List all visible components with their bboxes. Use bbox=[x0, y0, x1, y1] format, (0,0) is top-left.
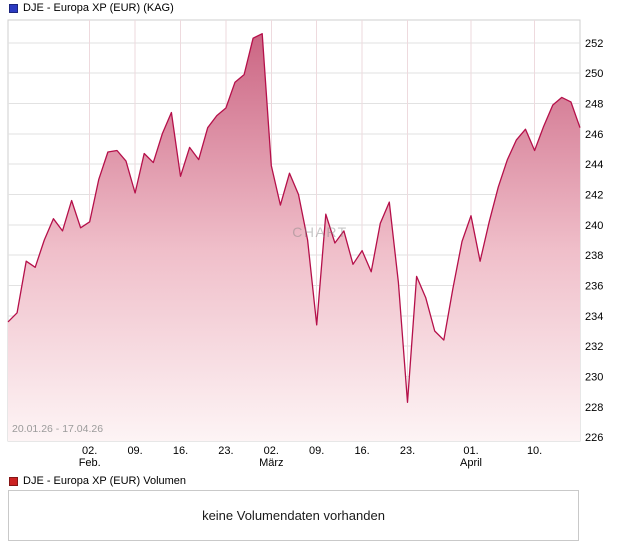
volume-empty-message: keine Volumendaten vorhanden bbox=[202, 508, 385, 523]
svg-text:16.: 16. bbox=[173, 445, 188, 457]
svg-text:Feb.: Feb. bbox=[79, 457, 101, 469]
volume-empty-panel: keine Volumendaten vorhanden bbox=[8, 490, 579, 541]
price-series-legend-label: DJE - Europa XP (EUR) (KAG) bbox=[23, 2, 174, 14]
svg-text:April: April bbox=[460, 457, 482, 469]
date-range-label: 20.01.26 - 17.04.26 bbox=[12, 423, 103, 435]
svg-text:16.: 16. bbox=[354, 445, 369, 457]
svg-text:246: 246 bbox=[585, 129, 603, 141]
svg-text:252: 252 bbox=[585, 38, 603, 50]
price-area-fill bbox=[8, 33, 580, 441]
svg-text:240: 240 bbox=[585, 220, 603, 232]
volume-series-swatch-icon bbox=[9, 477, 18, 486]
svg-text:250: 250 bbox=[585, 68, 603, 80]
svg-text:23.: 23. bbox=[400, 445, 415, 457]
svg-text:248: 248 bbox=[585, 98, 603, 110]
svg-text:236: 236 bbox=[585, 281, 603, 293]
svg-text:226: 226 bbox=[585, 432, 603, 444]
svg-text:März: März bbox=[259, 457, 283, 469]
price-series-legend: DJE - Europa XP (EUR) (KAG) bbox=[9, 3, 174, 14]
price-line bbox=[7, 33, 581, 403]
svg-text:232: 232 bbox=[585, 341, 603, 353]
svg-text:242: 242 bbox=[585, 190, 603, 202]
volume-series-legend-label: DJE - Europa XP (EUR) Volumen bbox=[23, 475, 187, 487]
svg-text:228: 228 bbox=[585, 402, 603, 414]
svg-text:02.: 02. bbox=[82, 445, 97, 457]
svg-text:10.: 10. bbox=[527, 445, 542, 457]
svg-text:230: 230 bbox=[585, 372, 603, 384]
svg-text:09.: 09. bbox=[127, 445, 142, 457]
volume-series-legend: DJE - Europa XP (EUR) Volumen bbox=[9, 476, 186, 487]
svg-text:02.: 02. bbox=[264, 445, 279, 457]
svg-text:09.: 09. bbox=[309, 445, 324, 457]
svg-text:23.: 23. bbox=[218, 445, 233, 457]
y-axis-labels: 226 228 230 232 234 236 238 240 242 244 246 248 250 2… bbox=[585, 38, 603, 444]
svg-text:234: 234 bbox=[585, 311, 603, 323]
svg-text:01.: 01. bbox=[463, 445, 478, 457]
price-series-swatch-icon bbox=[9, 4, 18, 13]
svg-text:238: 238 bbox=[585, 250, 603, 262]
watermark-text: CHART bbox=[292, 224, 347, 240]
svg-text:244: 244 bbox=[585, 159, 603, 171]
